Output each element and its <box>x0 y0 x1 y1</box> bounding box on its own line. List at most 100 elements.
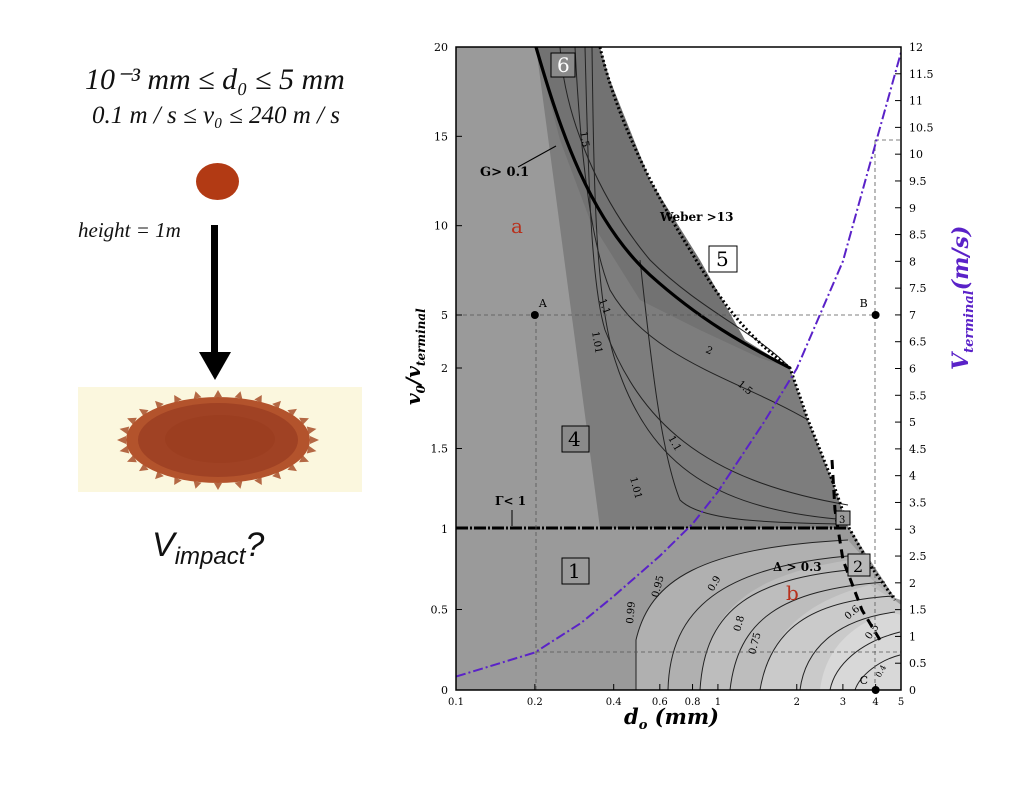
stain-spike <box>287 463 297 472</box>
stain-spike <box>310 436 319 444</box>
y2-tick-label: 7 <box>909 309 916 322</box>
down-arrow-shaft <box>211 225 218 355</box>
region-g-shade <box>536 47 790 368</box>
point-label: B <box>860 297 868 310</box>
x-tick-label: 3 <box>840 697 846 708</box>
x-tick-label: 0.1 <box>448 697 464 708</box>
y2-tick-label: 6 <box>909 363 916 376</box>
y2-tick-label: 7.5 <box>909 282 927 295</box>
y2-tick-label: 11 <box>909 95 923 108</box>
reference-lines <box>456 139 901 690</box>
stain-spike <box>127 455 137 463</box>
y2-tick-label: 5.5 <box>909 389 927 402</box>
vimpact-subscript: impact <box>174 542 246 570</box>
stain-spike <box>174 477 182 486</box>
svg-text:3: 3 <box>839 515 845 526</box>
y2-tick-label: 1 <box>909 630 916 643</box>
stain-spike <box>299 417 309 425</box>
g-annotation-pointer <box>517 145 557 168</box>
stain-spike <box>287 408 297 417</box>
stain-spike <box>193 481 202 489</box>
plot-area <box>456 47 901 690</box>
lower-contours <box>635 539 901 690</box>
region-1-box: 1 <box>561 557 590 585</box>
y2-axis-label: Vterminal(m/s) <box>948 226 977 370</box>
vimpact-question: Vimpact? <box>152 526 264 571</box>
point-b <box>871 311 880 319</box>
contour-line <box>639 259 849 525</box>
y2-tick-label: 1.5 <box>909 604 927 617</box>
contour-line <box>759 595 896 690</box>
contour-line <box>574 47 809 421</box>
stain-spike <box>155 400 164 409</box>
stain-spike <box>193 391 202 399</box>
y2-tick-label: 11.5 <box>909 68 934 81</box>
y2-tick-label: 4.5 <box>909 443 927 456</box>
vimpact-qmark: ? <box>245 526 265 564</box>
contour-label: 1.5 <box>577 131 591 149</box>
point-label: A <box>538 297 548 310</box>
stain-spike <box>306 426 317 435</box>
x-tick-label: 4 <box>872 697 878 708</box>
y2-tick-label: 0 <box>909 684 916 697</box>
stain-spike <box>139 463 149 472</box>
height-label: height = 1m <box>78 218 181 242</box>
stain-spike <box>234 391 243 399</box>
svg-text:2: 2 <box>853 557 863 576</box>
y-tick-label: 20 <box>434 41 448 54</box>
y2-tick-label: 10.5 <box>909 121 934 134</box>
stain-spike <box>234 481 243 489</box>
region-5-box: 5 <box>708 245 738 273</box>
weber-annotation: Weber >13 <box>659 210 733 224</box>
y-tick-label: 10 <box>434 220 448 233</box>
y-tick-label: 1.5 <box>431 443 449 456</box>
point-label: C <box>860 674 868 687</box>
contour-line <box>699 567 876 690</box>
g-annotation: G> 0.1 <box>480 165 529 180</box>
y2-tick-label: 0.5 <box>909 657 927 670</box>
x-tick-label: 2 <box>794 697 800 708</box>
weber-boundary <box>598 47 897 601</box>
y-tick-label: 15 <box>434 130 448 143</box>
y2-tick-label: 9 <box>909 202 916 215</box>
label-b: b <box>786 581 799 605</box>
x-tick-label: 0.2 <box>527 697 543 708</box>
region-labels: 6 5 4 1 2 3 <box>550 52 871 585</box>
lower-contour-shade-4 <box>820 612 901 690</box>
stain-spike <box>119 445 130 454</box>
stain-spike <box>155 471 164 480</box>
vimpact-v: V <box>152 526 175 564</box>
region-5-white <box>600 47 901 600</box>
diameter-range-equation: 10⁻³ mm ≤ d₀ ≤ 5 mm <box>85 63 345 96</box>
delta-annotation: Δ > 0.3 <box>773 560 822 574</box>
stain-spikes <box>117 390 319 490</box>
contour-label: 2 <box>704 345 714 358</box>
x-axis-label: do (mm) <box>624 704 719 733</box>
stain-spike <box>139 408 149 417</box>
contour-label: 1.01 <box>589 331 604 355</box>
terminal-velocity-curve <box>456 52 901 678</box>
velocity-range-equation: 0.1 m / s ≤ v₀ ≤ 240 m / s <box>92 102 340 129</box>
y2-tick-label: 4 <box>909 470 916 483</box>
y2-tick-label: 9.5 <box>909 175 927 188</box>
region-4-box: 4 <box>561 425 590 453</box>
contour-line <box>799 611 896 690</box>
point-a <box>530 311 539 319</box>
region-3-box: 3 <box>835 510 851 526</box>
stain-spike <box>254 477 262 486</box>
droplet-icon <box>196 163 239 200</box>
stain-spike <box>214 390 222 397</box>
contour-line <box>591 47 849 521</box>
y-tick-label: 2 <box>441 362 448 375</box>
stain-spike <box>119 426 130 435</box>
y-tick-label: 5 <box>441 309 448 322</box>
region-6-box: 6 <box>550 52 576 78</box>
label-a: a <box>511 214 523 238</box>
blood-stain-photo <box>78 387 362 492</box>
stain-spike <box>299 455 309 463</box>
contour-label: 0.8 <box>732 615 747 633</box>
y2-tick-label: 6.5 <box>909 336 927 349</box>
stain-spike <box>272 400 281 409</box>
upper-contours <box>559 47 849 525</box>
y-axis-ticks: 0 0.5 1 1.5 2 5 10 15 20 <box>431 41 462 697</box>
